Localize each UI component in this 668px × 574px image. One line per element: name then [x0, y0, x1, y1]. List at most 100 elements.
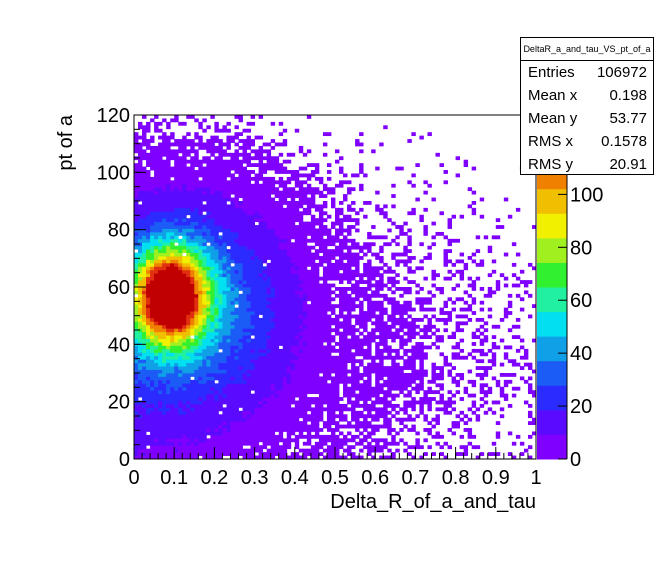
heatmap-cell	[294, 348, 300, 353]
heatmap-cell	[310, 455, 316, 460]
heatmap-cell	[294, 180, 300, 185]
heatmap-cell	[294, 441, 300, 446]
heatmap-cell	[150, 214, 155, 219]
heatmap-cell	[379, 266, 384, 271]
heatmap-cell	[310, 362, 316, 367]
heatmap-cell	[262, 266, 268, 271]
heatmap-cell	[310, 383, 316, 388]
heatmap-cell	[339, 331, 344, 336]
heatmap-cell	[278, 121, 284, 126]
heatmap-cell	[182, 235, 187, 240]
heatmap-cell	[214, 166, 219, 171]
heatmap-cell	[355, 417, 360, 422]
heatmap-cell	[270, 424, 276, 429]
heatmap-cell	[186, 431, 191, 436]
heatmap-cell	[367, 452, 372, 456]
heatmap-cell	[282, 390, 288, 395]
heatmap-cell	[182, 369, 187, 374]
heatmap-cell	[375, 290, 380, 295]
heatmap-cell	[242, 290, 247, 295]
heatmap-cell	[262, 342, 268, 346]
heatmap-cell	[339, 324, 344, 329]
heatmap-cell	[198, 352, 203, 357]
heatmap-cell	[234, 235, 239, 240]
heatmap-cell	[254, 262, 260, 267]
heatmap-cell	[154, 373, 159, 377]
heatmap-cell	[134, 321, 139, 326]
heatmap-cell	[170, 397, 175, 401]
heatmap-cell	[274, 245, 280, 250]
heatmap-cell	[170, 183, 175, 188]
heatmap-cell	[226, 280, 231, 284]
heatmap-cell	[134, 407, 139, 412]
heatmap-cell	[210, 417, 215, 422]
heatmap-cell	[250, 214, 255, 219]
heatmap-cell	[294, 300, 300, 305]
heatmap-cell	[210, 276, 215, 281]
heatmap-cell	[174, 314, 179, 319]
heatmap-cell	[242, 287, 247, 291]
heatmap-cell	[158, 342, 163, 346]
heatmap-cell	[194, 434, 199, 439]
heatmap-cell	[206, 170, 211, 174]
heatmap-cell	[238, 434, 243, 439]
heatmap-cell	[274, 342, 280, 346]
heatmap-cell	[150, 403, 155, 408]
heatmap-cell	[186, 417, 191, 422]
heatmap-cell	[186, 383, 191, 388]
heatmap-cell	[274, 369, 280, 374]
heatmap-cell	[154, 428, 159, 432]
heatmap-cell	[182, 197, 187, 202]
heatmap-cell	[142, 452, 147, 456]
heatmap-cell	[162, 283, 167, 288]
heatmap-cell	[266, 176, 272, 181]
heatmap-cell	[347, 300, 352, 305]
heatmap-cell	[306, 259, 312, 264]
heatmap-cell	[150, 379, 155, 384]
heatmap-cell	[214, 362, 219, 367]
heatmap-cell	[174, 335, 179, 339]
heatmap-cell	[326, 266, 332, 271]
heatmap-cell	[282, 283, 288, 288]
heatmap-cell	[154, 321, 159, 326]
heatmap-cell	[302, 342, 308, 346]
heatmap-cell	[138, 448, 143, 453]
heatmap-cell	[278, 321, 284, 326]
heatmap-cell	[174, 297, 179, 302]
heatmap-cell	[146, 390, 151, 395]
heatmap-cell	[258, 190, 264, 195]
heatmap-cell	[190, 252, 195, 257]
heatmap-cell	[262, 166, 268, 171]
heatmap-cell	[166, 386, 171, 391]
heatmap-cell	[206, 293, 211, 298]
heatmap-cell	[174, 362, 179, 367]
heatmap-cell	[146, 407, 151, 412]
heatmap-cell	[146, 156, 151, 161]
heatmap-cell	[190, 369, 195, 374]
heatmap-cell	[186, 331, 191, 336]
heatmap-cell	[339, 297, 344, 302]
heatmap-cell	[254, 369, 260, 374]
heatmap-cell	[162, 448, 167, 453]
heatmap-cell	[142, 338, 147, 343]
heatmap-cell	[198, 273, 203, 278]
heatmap-cell	[194, 297, 199, 302]
heatmap-cell	[302, 225, 308, 229]
heatmap-cell	[359, 311, 364, 315]
heatmap-cell	[363, 245, 368, 250]
heatmap-cell	[306, 176, 312, 181]
heatmap-cell	[182, 304, 187, 309]
heatmap-cell	[298, 269, 304, 274]
heatmap-cell	[335, 379, 340, 384]
heatmap-cell	[178, 297, 183, 302]
heatmap-cell	[234, 163, 239, 167]
heatmap-cell	[202, 156, 207, 161]
heatmap-cell	[286, 397, 292, 401]
heatmap-cell	[170, 417, 175, 422]
heatmap-cell	[266, 455, 272, 460]
heatmap-cell	[142, 156, 147, 161]
heatmap-cell	[214, 225, 219, 229]
heatmap-cell	[182, 400, 187, 405]
heatmap-cell	[258, 283, 264, 288]
heatmap-cell	[326, 170, 332, 174]
